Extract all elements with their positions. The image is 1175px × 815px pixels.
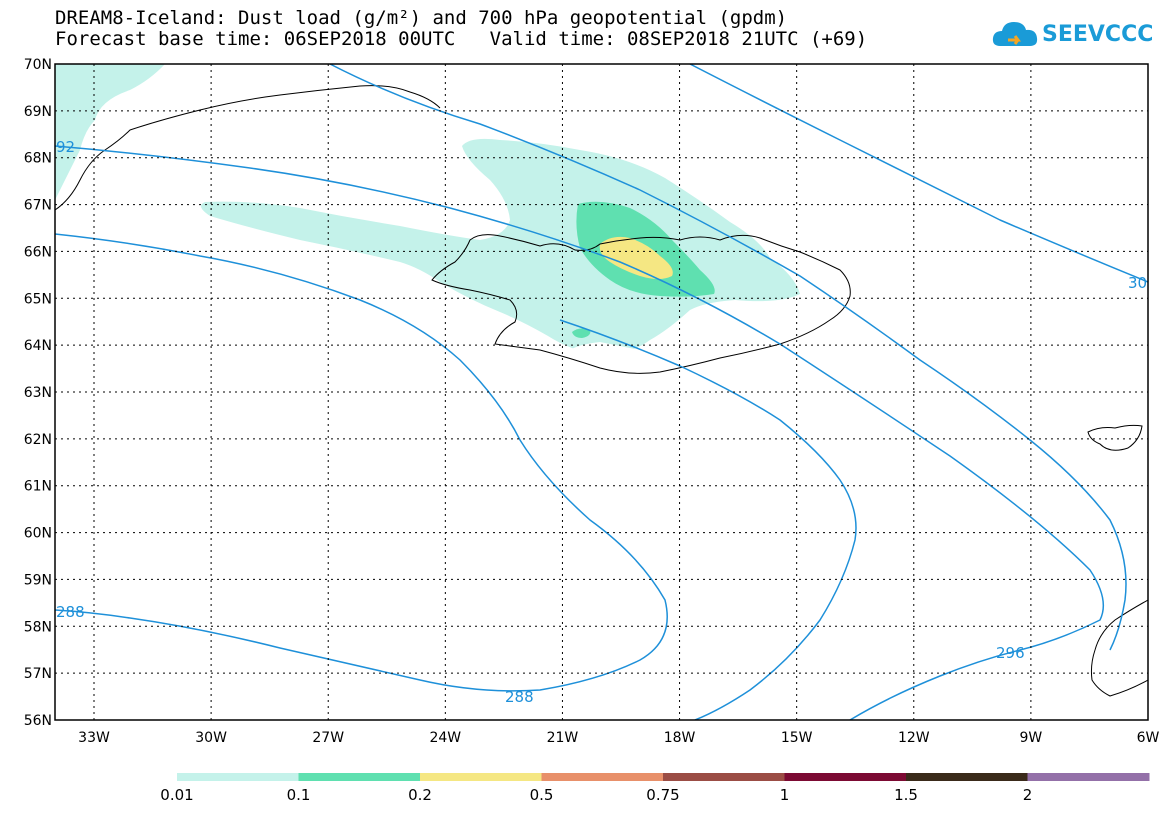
latitude-labels: 70N 69N 68N 67N 66N 65N 64N 63N 62N 61N 60N 59N 58N 5… xyxy=(24,57,52,729)
iceland-coastline xyxy=(431,234,851,374)
dust-area-north-lobe xyxy=(570,342,643,366)
dust-area-0-01 xyxy=(201,138,800,356)
lat-label: 56N xyxy=(24,713,52,729)
legend-color-swatch xyxy=(1027,773,1150,781)
legend-color-swatch xyxy=(541,773,664,781)
lat-label: 70N xyxy=(24,57,52,73)
map-title: DREAM8-Iceland: Dust load (g/m²) and 700… xyxy=(55,8,867,50)
contour-label-288-left: 288 xyxy=(56,603,85,621)
lon-label: 6W xyxy=(1137,730,1160,746)
lat-label: 65N xyxy=(24,291,52,307)
contour-label-300: 30 xyxy=(1128,274,1147,292)
legend-color-swatch xyxy=(906,773,1028,781)
contour-300 xyxy=(689,64,1148,283)
title-line-1: DREAM8-Iceland: Dust load (g/m²) and 700… xyxy=(55,7,788,29)
contour-292 xyxy=(55,145,1105,720)
contour-label-292: 92 xyxy=(56,138,75,156)
coastlines xyxy=(55,85,1148,697)
lon-label: 9W xyxy=(1020,730,1043,746)
legend-color-swatch xyxy=(420,773,542,781)
lat-label: 68N xyxy=(24,151,52,167)
faroe-coastline xyxy=(1087,424,1143,451)
legend-tick-label: 0.5 xyxy=(530,786,554,804)
lon-label: 27W xyxy=(312,730,344,746)
plot-frame xyxy=(54,63,1149,721)
lat-label: 69N xyxy=(24,104,52,120)
greenland-coastline xyxy=(55,85,441,211)
lon-label: 24W xyxy=(429,730,461,746)
logo-text: SEEVCCC xyxy=(1042,22,1154,47)
dust-area-0-1 xyxy=(55,64,165,200)
contour-label-288-bottom: 288 xyxy=(505,688,534,706)
contour-296-north xyxy=(329,64,1127,651)
grid-lines xyxy=(55,64,1148,720)
contour-288-inner xyxy=(559,319,857,720)
lat-label: 64N xyxy=(24,338,52,354)
legend-tick-label: 0.2 xyxy=(408,786,432,804)
contour-288 xyxy=(55,233,668,692)
cloud-icon xyxy=(992,22,1038,46)
lon-label: 21W xyxy=(547,730,579,746)
dust-area-small-patch xyxy=(572,328,591,338)
lon-label: 15W xyxy=(781,730,813,746)
lat-label: 61N xyxy=(24,479,52,495)
legend-color-swatch xyxy=(298,773,421,781)
geopotential-contours xyxy=(55,64,1148,720)
legend-color-swatch xyxy=(177,773,299,781)
lon-label: 18W xyxy=(664,730,696,746)
seevccc-logo: SEEVCCC xyxy=(990,16,1154,60)
dust-area-0-2-0-5 xyxy=(599,236,673,279)
lon-label: 30W xyxy=(195,730,227,746)
contour-label-296: 296 xyxy=(996,644,1025,662)
legend-tick-label: 0.1 xyxy=(287,786,311,804)
legend-tick-label: 1.5 xyxy=(894,786,918,804)
legend-tick-label: 1 xyxy=(780,786,790,804)
lon-label: 12W xyxy=(898,730,930,746)
lat-label: 63N xyxy=(24,385,52,401)
legend-color-swatch xyxy=(663,773,785,781)
legend-tick-label: 0.75 xyxy=(646,786,679,804)
lat-label: 62N xyxy=(24,432,52,448)
lat-label: 57N xyxy=(24,666,52,682)
lat-label: 66N xyxy=(24,244,52,260)
map-area: 92 30 288 288 296 xyxy=(55,64,1148,720)
scotland-coastline xyxy=(1090,599,1148,697)
lat-label: 58N xyxy=(24,619,52,635)
color-legend: 0.01 0.1 0.2 0.5 0.75 1 1.5 2 xyxy=(160,773,1150,804)
legend-tick-label: 2 xyxy=(1023,786,1033,804)
title-line-2: Forecast base time: 06SEP2018 00UTC Vali… xyxy=(55,28,868,50)
longitude-labels: 33W 30W 27W 24W 21W 18W 15W 12W 9W 6W xyxy=(78,730,1159,746)
lat-label: 60N xyxy=(24,526,52,542)
lat-label: 67N xyxy=(24,198,52,214)
legend-color-swatch xyxy=(784,773,907,781)
lon-label: 33W xyxy=(78,730,110,746)
lat-label: 59N xyxy=(24,572,52,588)
legend-tick-label: 0.01 xyxy=(160,786,193,804)
